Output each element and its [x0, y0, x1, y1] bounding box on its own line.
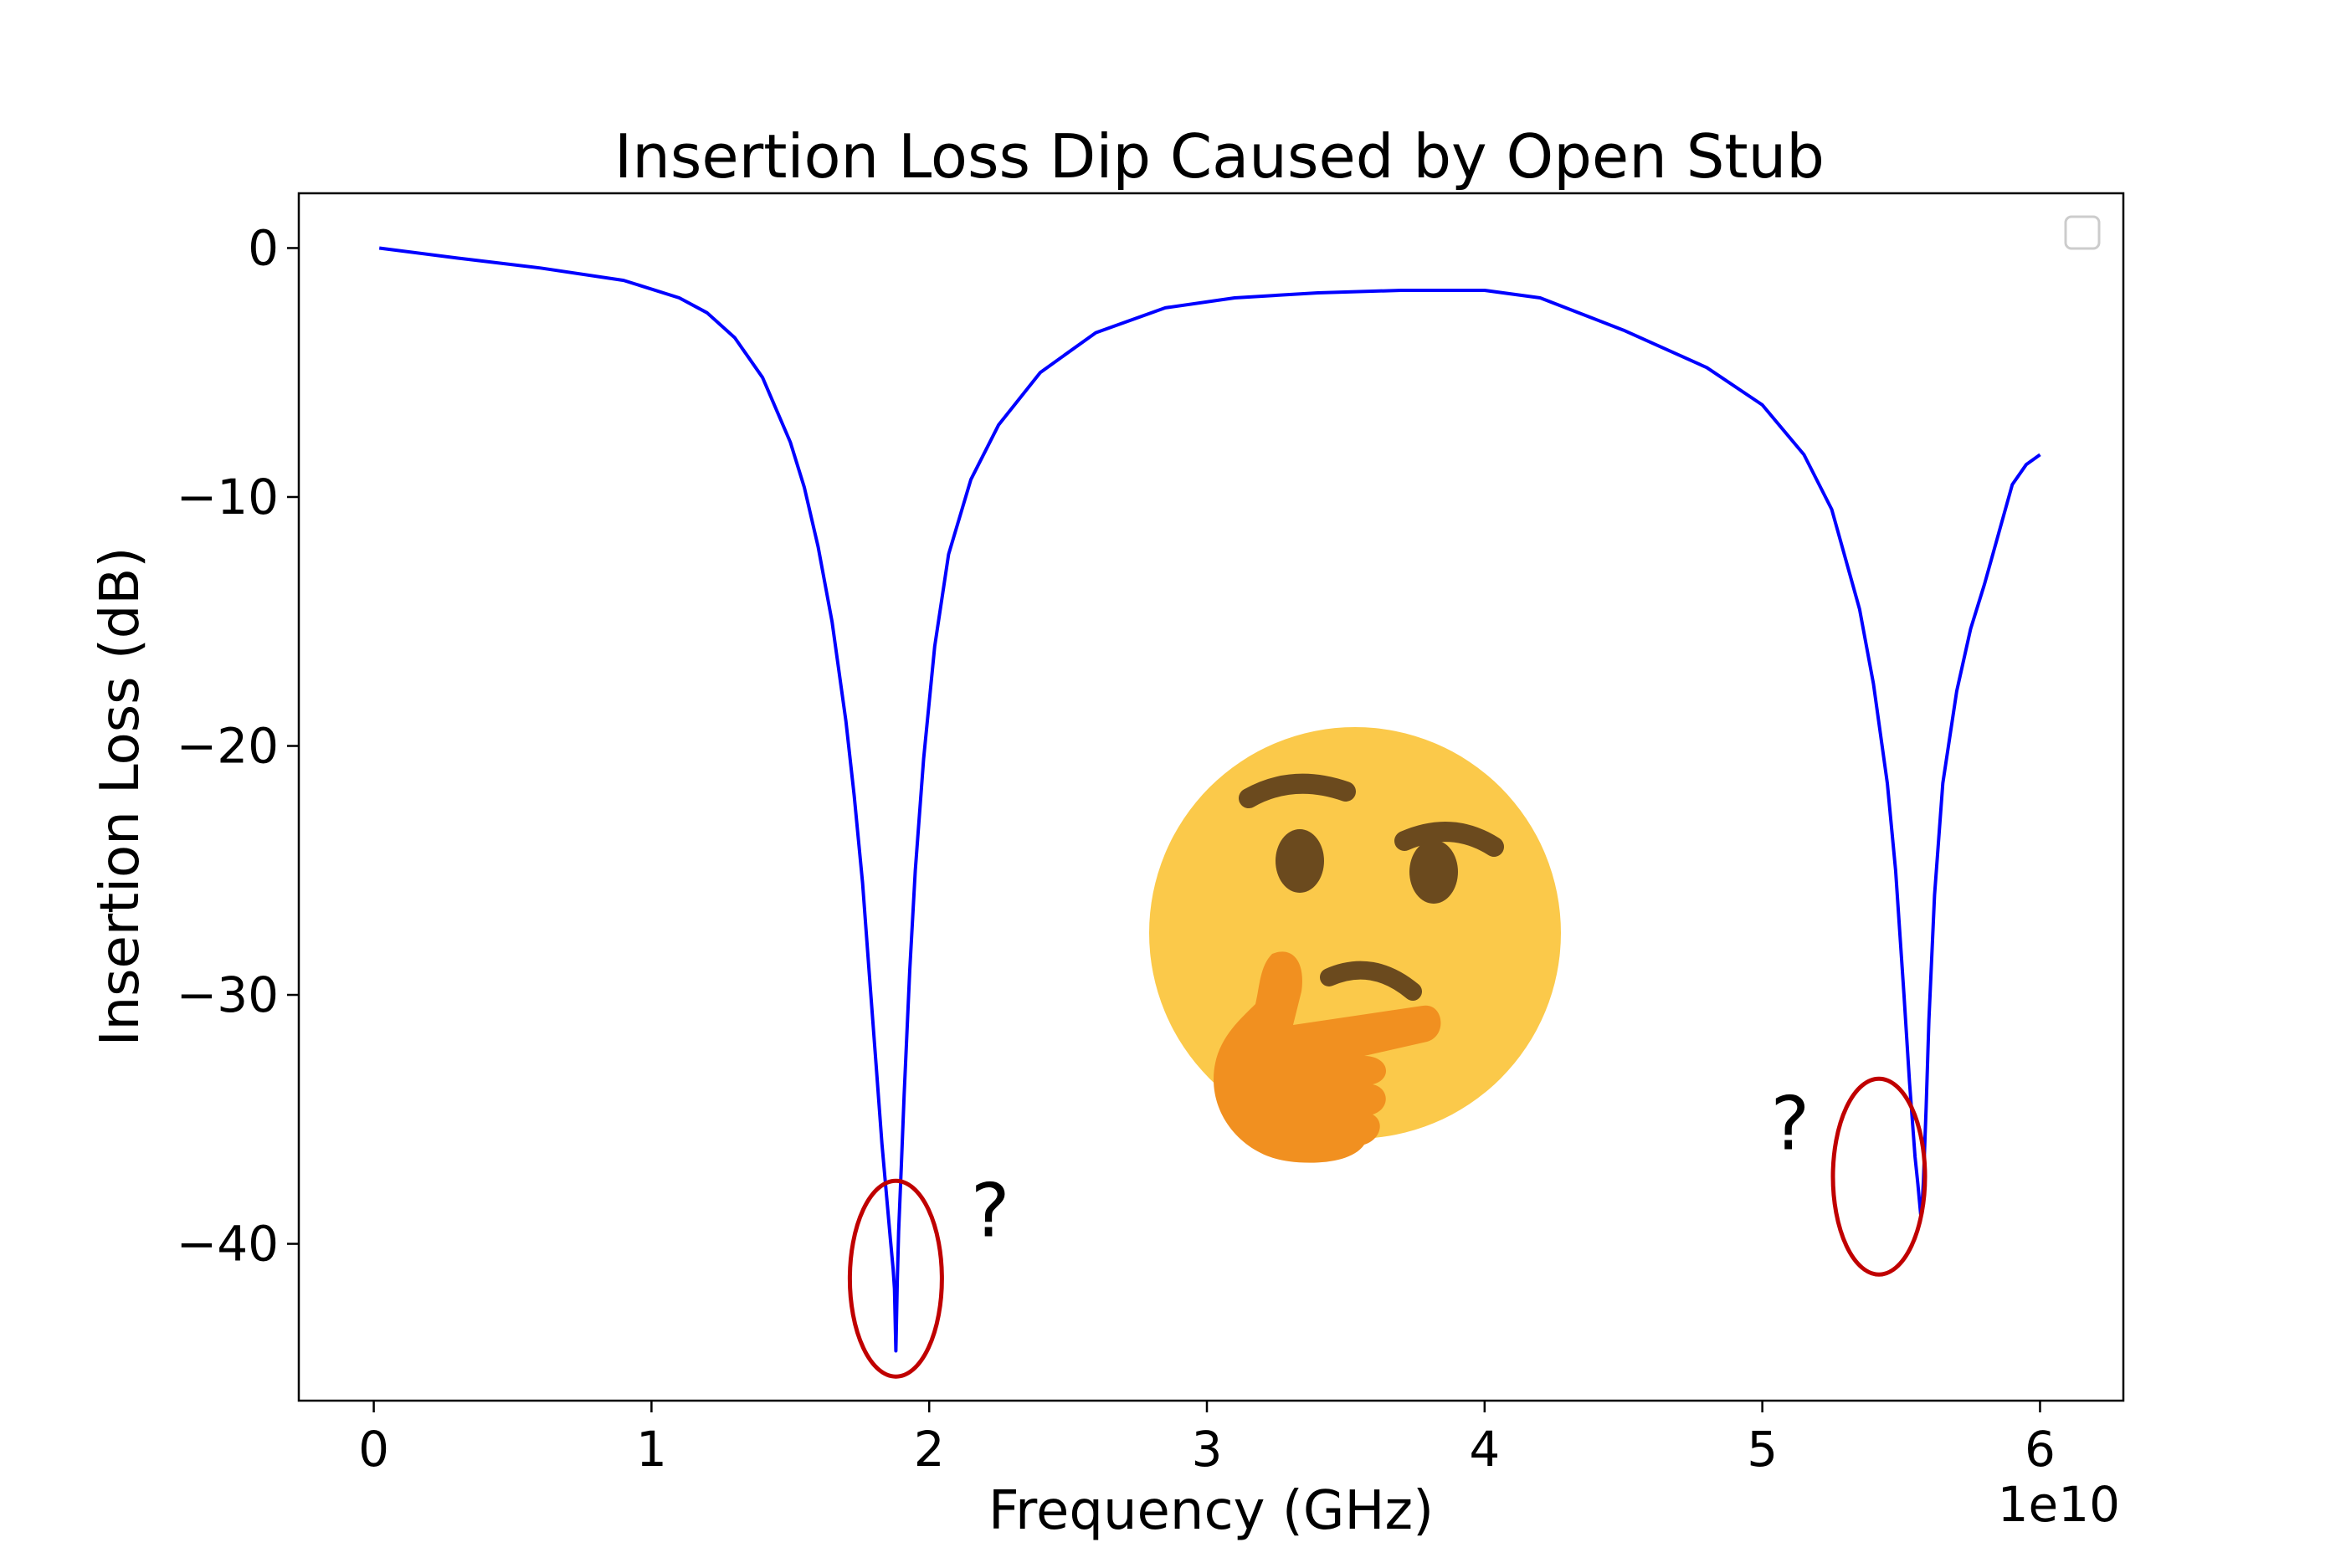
- dip-highlight-circle: [847, 1178, 944, 1379]
- y-axis-ticks: 0 −10 −20 −30 −40: [177, 219, 299, 1273]
- x-tick-label: 5: [1747, 1421, 1778, 1478]
- annotations: ??: [847, 1076, 1928, 1379]
- question-mark-annotation: ?: [1770, 1080, 1809, 1166]
- dip-highlight-circle: [1830, 1076, 1928, 1277]
- emoji-left-eye: [1276, 829, 1324, 893]
- emoji-mouth: [1320, 961, 1422, 1001]
- emoji-hand: [1214, 951, 1441, 1163]
- legend-box: [2064, 215, 2101, 250]
- emoji-right-eyebrow: [1394, 822, 1504, 857]
- y-tick-label: −10: [177, 469, 279, 525]
- x-tick-label: 2: [914, 1421, 945, 1478]
- question-mark-annotation: ?: [971, 1168, 1010, 1254]
- x-axis-label: Frequency (GHz): [988, 1480, 1434, 1542]
- y-tick-label: 0: [248, 219, 279, 276]
- x-tick-label: 4: [1469, 1421, 1500, 1478]
- x-tick-label: 1: [636, 1421, 667, 1478]
- thinking-face-emoji: [1149, 727, 1561, 1163]
- x-axis-ticks: 0 1 2 3 4 5 6: [358, 1401, 2056, 1478]
- chart-title: Insertion Loss Dip Caused by Open Stub: [614, 121, 1825, 192]
- y-tick-label: −20: [177, 718, 279, 775]
- x-tick-label: 6: [2025, 1421, 2056, 1478]
- emoji-left-eyebrow: [1239, 773, 1356, 808]
- y-tick-label: −30: [177, 966, 279, 1023]
- x-tick-label: 3: [1192, 1421, 1223, 1478]
- emoji-right-eye: [1409, 840, 1458, 904]
- y-axis-label: Insertion Loss (dB): [90, 547, 151, 1047]
- x-tick-label: 0: [358, 1421, 389, 1478]
- x-axis-offset-label: 1e10: [1998, 1476, 2120, 1533]
- y-tick-label: −40: [177, 1216, 279, 1273]
